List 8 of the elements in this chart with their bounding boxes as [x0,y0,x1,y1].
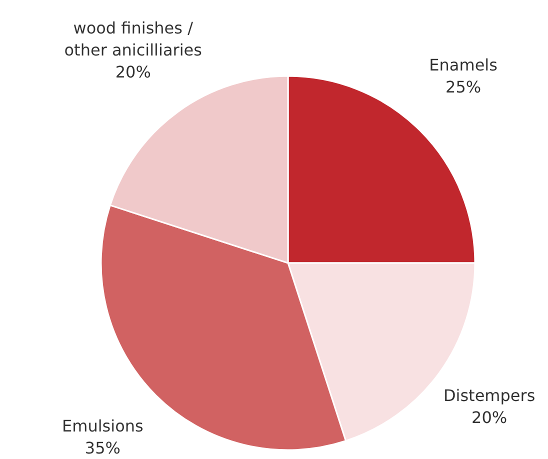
data-label: 25% [446,78,482,98]
slice-label: Emulsions [62,416,144,436]
slice-label: wood finishes / other anicilliaries [64,19,202,60]
slice-label: Distempers [443,386,536,406]
data-label: 20% [115,63,151,82]
slice-label: Enamels [429,56,498,76]
data-label: 20% [472,408,508,428]
data-label: 35% [84,438,120,458]
